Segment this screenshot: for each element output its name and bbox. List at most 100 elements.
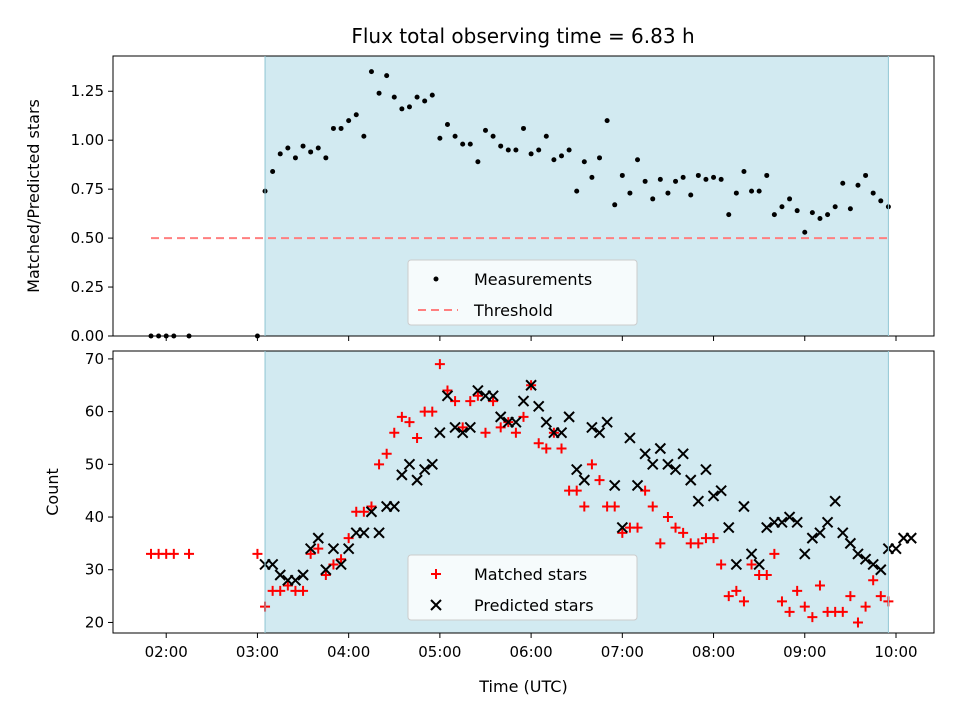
y-tick-label: 0.75 <box>71 180 104 198</box>
data-point <box>270 169 276 175</box>
data-point <box>716 559 727 570</box>
data-point <box>510 416 522 428</box>
data-point <box>723 591 734 602</box>
data-point <box>266 558 279 571</box>
top-y-axis-label: Matched/Predicted stars <box>24 99 43 293</box>
data-point <box>168 548 179 559</box>
legend-box <box>407 554 638 621</box>
data-point <box>761 570 772 581</box>
data-point <box>381 448 392 459</box>
data-point <box>275 585 286 596</box>
data-point <box>586 459 597 470</box>
y-tick-label: 50 <box>85 455 104 473</box>
data-point <box>313 543 324 554</box>
data-point <box>807 612 818 623</box>
data-point <box>559 153 565 159</box>
data-point <box>837 606 848 617</box>
x-tick-label: 05:00 <box>418 643 461 661</box>
data-point <box>733 190 739 196</box>
data-point <box>749 188 755 194</box>
data-point <box>442 385 453 396</box>
top-y-axis: 0.00 0.25 0.50 0.75 1.00 1.25 <box>71 82 113 345</box>
data-point <box>292 155 298 161</box>
data-point <box>274 569 286 581</box>
data-point <box>825 212 831 218</box>
legend-marker <box>431 569 441 579</box>
data-point <box>533 438 544 449</box>
data-point <box>472 384 484 397</box>
data-point <box>346 118 352 124</box>
data-point <box>647 458 659 471</box>
data-point <box>708 533 719 544</box>
data-point <box>619 172 625 178</box>
data-point <box>434 426 446 439</box>
data-point <box>277 151 283 157</box>
data-point <box>437 135 443 141</box>
data-point <box>617 527 628 538</box>
data-point <box>330 125 336 131</box>
data-point <box>593 426 606 439</box>
data-point <box>905 532 917 544</box>
data-point <box>517 395 530 407</box>
data-point <box>456 426 469 439</box>
data-point <box>631 479 644 492</box>
data-point <box>624 432 636 444</box>
y-tick-label: 60 <box>85 403 104 421</box>
data-point <box>414 94 420 100</box>
data-point <box>829 495 841 507</box>
data-point <box>745 548 758 560</box>
data-point <box>817 216 823 222</box>
data-point <box>285 145 291 151</box>
y-tick-label: 40 <box>85 508 104 526</box>
data-point <box>513 147 519 153</box>
data-point <box>297 569 309 581</box>
data-point <box>472 390 483 401</box>
data-point <box>460 141 466 147</box>
data-point <box>769 548 780 559</box>
data-point <box>540 416 553 428</box>
data-point <box>366 501 377 512</box>
top-plot-marks <box>148 69 891 339</box>
x-tick-label: 07:00 <box>601 643 644 661</box>
data-point <box>837 527 849 539</box>
legend-marker <box>433 276 439 282</box>
data-point <box>616 521 629 534</box>
series-0 <box>146 359 894 628</box>
x-tick-label: 10:00 <box>874 643 917 661</box>
data-point <box>779 204 785 210</box>
y-tick-label: 30 <box>85 561 104 579</box>
top-panel: Flux total observing time = 6.83 h 0.000… <box>24 24 935 345</box>
data-point <box>365 506 378 518</box>
data-point <box>521 125 526 131</box>
data-point <box>252 548 263 559</box>
bottom-y-axis: 20 30 40 50 60 70 <box>85 350 113 631</box>
data-point <box>342 542 355 555</box>
data-point <box>336 554 347 565</box>
data-point <box>525 379 537 391</box>
data-point <box>632 522 643 533</box>
data-point <box>771 212 777 218</box>
data-point <box>609 501 620 512</box>
data-point <box>654 442 667 455</box>
data-point <box>498 143 504 149</box>
data-point <box>627 190 633 196</box>
data-point <box>647 501 658 512</box>
data-point <box>581 159 587 165</box>
data-point <box>875 591 886 602</box>
data-point <box>635 157 641 163</box>
data-point <box>574 188 580 194</box>
data-point <box>746 559 757 570</box>
data-point <box>677 448 689 460</box>
data-point <box>373 527 385 539</box>
data-point <box>787 196 793 202</box>
data-point <box>695 172 701 178</box>
data-point <box>799 601 810 612</box>
data-point <box>597 155 603 161</box>
data-point <box>404 417 415 428</box>
data-point <box>776 596 787 607</box>
data-point <box>814 527 826 539</box>
data-point <box>505 147 511 153</box>
top-x-ticks <box>165 336 897 341</box>
data-point <box>809 210 815 216</box>
data-point <box>741 169 747 175</box>
